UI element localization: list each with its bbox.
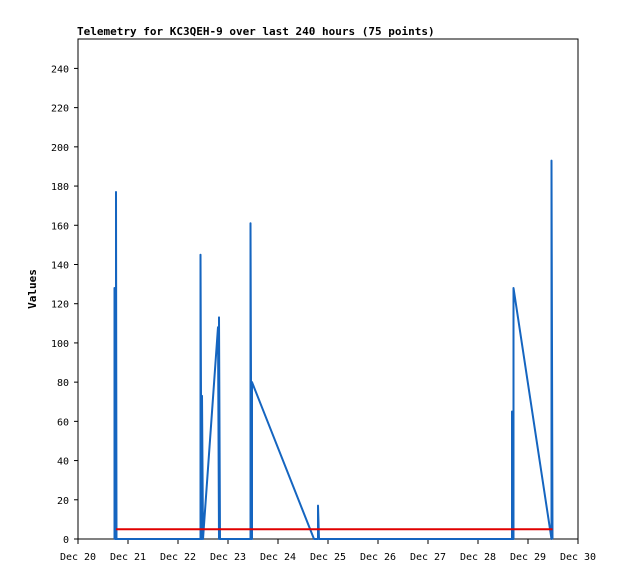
y-tick-label: 20 <box>57 496 69 507</box>
y-tick-label: 60 <box>57 417 69 428</box>
series-layer <box>113 159 554 540</box>
y-tick-label: 200 <box>51 143 69 154</box>
chart-title: Telemetry for KC3QEH-9 over last 240 hou… <box>77 25 435 38</box>
y-tick-label: 140 <box>51 260 69 271</box>
y-tick-label: 80 <box>57 378 69 389</box>
y-tick-label: 220 <box>51 104 69 115</box>
x-tick-label: Dec 30 <box>560 552 596 563</box>
x-tick-label: Dec 22 <box>160 552 196 563</box>
series-line-1 <box>113 159 554 540</box>
x-tick-label: Dec 29 <box>510 552 546 563</box>
x-tick-label: Dec 27 <box>410 552 446 563</box>
y-tick-label: 160 <box>51 221 69 232</box>
y-tick-label: 120 <box>51 300 69 311</box>
x-tick-label: Dec 28 <box>460 552 496 563</box>
x-tick-label: Dec 25 <box>310 552 346 563</box>
y-axis: 0 20 40 60 80 100 120 140 160 180 200 220 240 <box>51 64 78 546</box>
y-axis-label: Values <box>26 269 39 309</box>
plot-frame <box>77 38 579 540</box>
x-tick-label: Dec 24 <box>260 552 296 563</box>
y-tick-label: 180 <box>51 182 69 193</box>
x-tick-label: Dec 21 <box>110 552 146 563</box>
x-axis: Dec 20 Dec 21 Dec 22 Dec 23 Dec 24 Dec 25 Dec … <box>60 539 596 563</box>
x-tick-label: Dec 23 <box>210 552 246 563</box>
y-tick-label: 40 <box>57 457 69 468</box>
y-tick-label: 0 <box>63 535 69 546</box>
y-tick-label: 100 <box>51 339 69 350</box>
x-tick-label: Dec 26 <box>360 552 396 563</box>
y-tick-label: 240 <box>51 64 69 75</box>
x-tick-label: Dec 20 <box>60 552 96 563</box>
